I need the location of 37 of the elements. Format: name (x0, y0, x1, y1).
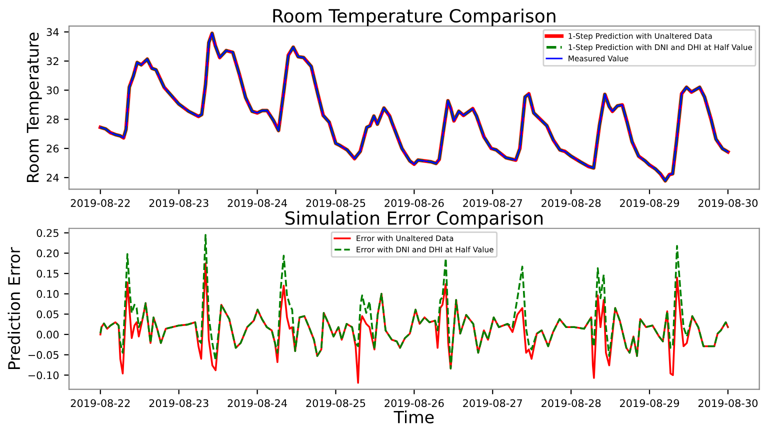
chart-title: Simulation Error Comparison (285, 210, 543, 228)
x-tick-label: 2019-08-25 (306, 399, 366, 408)
x-tick-label: 2019-08-26 (384, 399, 444, 408)
y-tick-label: 32 (46, 57, 58, 66)
y-tick-label: 34 (46, 28, 59, 36)
x-tick-label: 2019-08-24 (228, 399, 287, 408)
x-tick-label: 2019-08-23 (149, 399, 208, 408)
y-tick-label: 0.15 (36, 270, 58, 278)
x-tick-label: 2019-08-25 (306, 199, 366, 208)
y-tick-label: 26 (46, 144, 59, 153)
y-tick-label: 30 (46, 86, 59, 94)
x-tick-label: 2019-08-28 (542, 399, 601, 408)
x-tick-label: 2019-08-27 (463, 199, 522, 208)
x-tick-label: 2019-08-27 (463, 399, 522, 408)
y-tick-label: 28 (46, 116, 59, 124)
y-axis-title: Prediction Error (8, 247, 20, 369)
y-tick-label: 24 (46, 174, 59, 182)
y-tick-label: 0.20 (36, 249, 59, 258)
x-tick-label: 2019-08-22 (70, 399, 130, 408)
x-tick-label: 2019-08-26 (384, 199, 444, 208)
y-axis-title: Room Temperature (26, 32, 42, 182)
y-tick-label: 0.25 (36, 229, 58, 237)
x-tick-label: 2019-08-29 (620, 199, 680, 208)
x-tick-label: 2019-08-28 (542, 199, 601, 208)
x-tick-label: 2019-08-30 (698, 399, 758, 408)
y-tick-label: −0.10 (28, 371, 59, 380)
x-tick-label: 2019-08-22 (70, 199, 130, 208)
y-tick-label: 0.10 (36, 290, 59, 298)
y-tick-label: −0.05 (28, 351, 58, 359)
chart-title: Room Temperature Comparison (273, 8, 556, 26)
y-tick-label: 0.00 (36, 330, 59, 339)
x-tick-label: 2019-08-24 (228, 199, 287, 208)
x-tick-label: 2019-08-23 (149, 199, 208, 208)
x-tick-label: 2019-08-29 (620, 399, 680, 408)
x-tick-label: 2019-08-30 (698, 199, 758, 208)
x-axis-title: Time (394, 410, 434, 424)
y-tick-label: 0.05 (36, 310, 58, 318)
